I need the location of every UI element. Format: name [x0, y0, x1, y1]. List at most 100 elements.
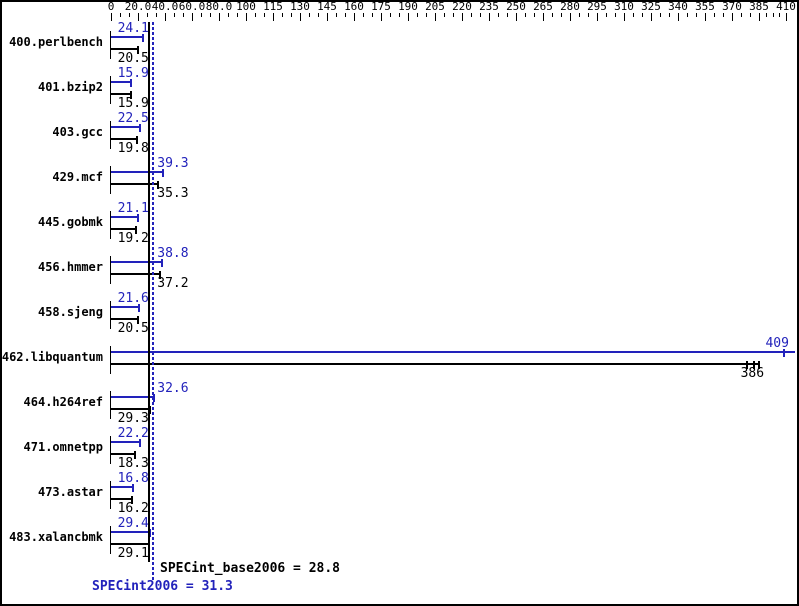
- axis-tick-label: 325: [641, 0, 661, 13]
- axis-minor-tick: [291, 13, 292, 17]
- axis-minor-tick: [174, 13, 175, 17]
- axis-tick-label: 190: [398, 0, 418, 13]
- base-bar: [111, 543, 151, 545]
- axis-tick-label: 160: [344, 0, 364, 13]
- axis-tick-label: 235: [479, 0, 499, 13]
- axis-minor-tick: [687, 13, 688, 17]
- axis-major-tick: [705, 13, 706, 21]
- base-bar: [111, 183, 159, 185]
- row-axis-bracket: [110, 121, 111, 149]
- axis-minor-tick: [147, 13, 148, 17]
- axis-major-tick: [597, 13, 598, 21]
- axis-major-tick: [543, 13, 544, 21]
- benchmark-label: 483.xalancbmk: [9, 530, 103, 544]
- base-bar: [111, 318, 139, 320]
- axis-major-tick: [408, 13, 409, 21]
- benchmark-label: 401.bzip2: [37, 80, 103, 94]
- benchmark-label: 400.perlbench: [9, 35, 103, 49]
- peak-bar-end-cap: [131, 484, 134, 492]
- row-axis-bracket: [110, 256, 111, 284]
- peak-value-label: 21.1: [117, 201, 149, 216]
- base-value-label: 19.2: [117, 231, 149, 246]
- row-axis-bracket: [110, 301, 111, 329]
- axis-major-tick: [300, 13, 301, 21]
- base-bar: [111, 93, 133, 95]
- row-axis-bracket: [110, 436, 111, 464]
- axis-minor-tick: [615, 13, 616, 17]
- peak-bar: [111, 396, 155, 398]
- axis-tick-label: 100: [236, 0, 256, 13]
- peak-bar: [111, 351, 795, 353]
- peak-value-label: 15.9: [117, 66, 149, 81]
- axis-minor-tick: [309, 13, 310, 17]
- axis-minor-tick: [660, 13, 661, 17]
- peak-bar: [111, 126, 142, 128]
- axis-minor-tick: [120, 13, 121, 17]
- base-value-label: 29.3: [117, 411, 149, 426]
- axis-major-tick: [624, 13, 625, 21]
- axis-minor-tick: [606, 13, 607, 17]
- axis-major-tick: [138, 13, 139, 21]
- axis-minor-tick: [723, 13, 724, 17]
- axis-minor-tick: [210, 13, 211, 17]
- base-run-tick: [753, 361, 756, 369]
- base-value-label: 35.3: [157, 186, 189, 201]
- axis-minor-tick: [336, 13, 337, 17]
- axis-major-tick: [516, 13, 517, 21]
- peak-bar: [111, 306, 141, 308]
- peak-bar: [111, 441, 141, 443]
- axis-tick-label: 145: [317, 0, 337, 13]
- axis-minor-tick: [345, 13, 346, 17]
- axis-minor-tick: [561, 13, 562, 17]
- base-bar-end-cap: [159, 271, 162, 279]
- axis-minor-tick: [201, 13, 202, 17]
- base-bar: [111, 408, 151, 410]
- axis-minor-tick: [588, 13, 589, 17]
- axis-minor-tick: [318, 13, 319, 17]
- axis-tick-label: 115: [263, 0, 283, 13]
- axis-minor-tick: [183, 13, 184, 17]
- axis-minor-tick: [750, 13, 751, 17]
- peak-value-label: 409: [765, 336, 789, 351]
- peak-bar-end-cap: [138, 304, 141, 312]
- base-bar: [111, 453, 136, 455]
- specint-base2006-summary-label: SPECint_base2006 = 28.8: [160, 561, 341, 576]
- benchmark-label: 429.mcf: [52, 170, 103, 184]
- benchmark-label: 445.gobmk: [37, 215, 103, 229]
- axis-tick-label: 385: [749, 0, 769, 13]
- base-bar-end-cap: [136, 316, 139, 324]
- row-axis-bracket: [110, 481, 111, 509]
- axis-minor-tick: [772, 13, 774, 17]
- base-value-label: 15.9: [117, 96, 149, 111]
- axis-minor-tick: [507, 13, 508, 17]
- peak-bar-end-cap: [141, 34, 144, 42]
- axis-minor-tick: [480, 13, 481, 17]
- axis-minor-tick: [534, 13, 535, 17]
- row-axis-bracket: [110, 31, 111, 59]
- axis-minor-tick: [372, 13, 373, 17]
- base-value-label: 20.5: [117, 321, 149, 336]
- axis-major-tick: [462, 13, 463, 21]
- axis-major-tick: [786, 13, 787, 21]
- axis-minor-tick: [282, 13, 283, 17]
- peak-bar: [111, 216, 140, 218]
- axis-major-tick: [246, 13, 247, 21]
- axis-minor-tick: [264, 13, 265, 17]
- benchmark-label: 456.hmmer: [37, 260, 103, 274]
- axis-major-tick: [192, 13, 193, 21]
- axis-minor-tick: [363, 13, 364, 17]
- axis-major-tick: [327, 13, 328, 21]
- base-bar-end-cap: [133, 451, 136, 459]
- base-bar-end-cap: [130, 496, 133, 504]
- base-bar: [111, 273, 162, 275]
- specint2006-summary-label: SPECint2006 = 31.3: [92, 579, 233, 594]
- benchmark-label: 458.sjeng: [37, 305, 103, 319]
- axis-tick-label: 295: [587, 0, 607, 13]
- peak-value-label: 24.1: [117, 21, 149, 36]
- axis-minor-tick: [453, 13, 454, 17]
- axis-minor-tick: [714, 13, 715, 17]
- peak-value-label: 39.3: [157, 156, 189, 171]
- axis-tick-label: 280: [560, 0, 580, 13]
- axis-major-tick: [435, 13, 436, 21]
- axis-major-tick: [678, 13, 679, 21]
